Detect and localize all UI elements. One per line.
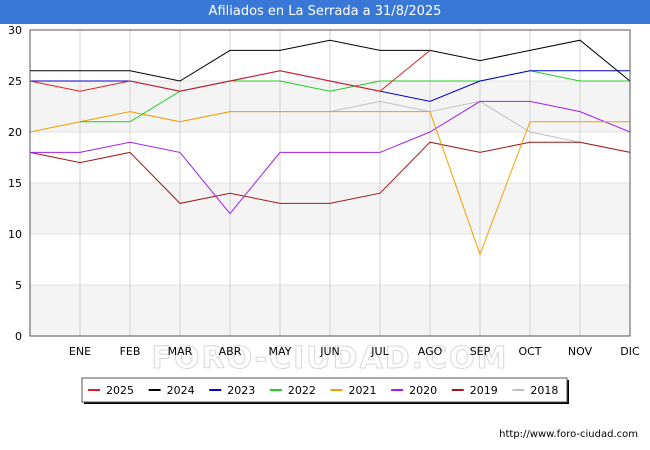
chart-title: Afiliados en La Serrada a 31/8/2025 xyxy=(0,0,650,24)
legend-label-2019: 2019 xyxy=(470,384,498,397)
source-url: http://www.foro-ciudad.com xyxy=(499,429,638,440)
plot-border xyxy=(29,29,631,337)
legend-label-2025: 2025 xyxy=(106,384,134,397)
x-tick-label: MAY xyxy=(269,345,292,358)
x-axis-ticks: ENE FEB MAR ABR MAY JUN JUL AGO SEP OCT NOV DIC xyxy=(69,345,640,358)
legend-label-2023: 2023 xyxy=(227,384,255,397)
x-tick-label: JUN xyxy=(319,345,340,358)
legend-box xyxy=(81,377,568,403)
x-tick-label: OCT xyxy=(518,345,541,358)
y-tick-label: 5 xyxy=(15,279,22,292)
series-line-2024 xyxy=(30,39,631,82)
x-tick-label: DIC xyxy=(620,345,640,358)
y-tick-label: 10 xyxy=(8,228,22,241)
legend-label-2024: 2024 xyxy=(167,384,195,397)
x-tick-label: NOV xyxy=(568,345,593,358)
series-line-2021 xyxy=(29,111,630,256)
series-line-2025 xyxy=(29,50,431,92)
x-tick-label: SEP xyxy=(470,345,491,358)
x-tick-label: ENE xyxy=(69,345,91,358)
x-tick-label: MAR xyxy=(168,345,193,358)
watermark: FORO-CIUDAD.COM xyxy=(152,341,509,376)
series-lines xyxy=(29,39,631,256)
legend-label-2022: 2022 xyxy=(288,384,316,397)
x-tick-label: AGO xyxy=(418,345,443,358)
x-tick-label: FEB xyxy=(120,345,141,358)
x-tick-label: ABR xyxy=(219,345,242,358)
legend: 2025 2024 2023 2022 2021 2020 2019 2018 xyxy=(81,377,569,404)
series-line-2019 xyxy=(29,141,631,204)
y-axis-ticks: 0 5 10 15 20 25 30 xyxy=(8,24,22,343)
x-tick-label: JUL xyxy=(370,345,389,358)
legend-label-2020: 2020 xyxy=(409,384,437,397)
y-tick-label: 15 xyxy=(8,177,22,190)
y-tick-label: 0 xyxy=(15,330,22,343)
series-line-2020 xyxy=(30,100,631,215)
legend-label-2021: 2021 xyxy=(349,384,377,397)
legend-label-2018: 2018 xyxy=(530,384,558,397)
y-tick-label: 25 xyxy=(8,75,22,88)
y-tick-label: 20 xyxy=(8,126,22,139)
y-tick-label: 30 xyxy=(8,24,22,37)
